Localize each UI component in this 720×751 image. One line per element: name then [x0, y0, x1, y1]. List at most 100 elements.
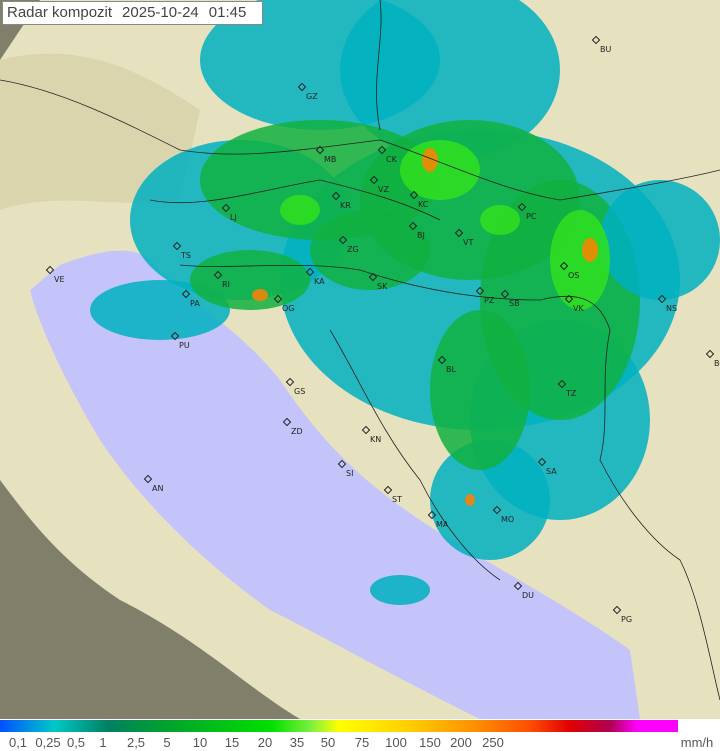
city-marker-icon [297, 82, 307, 92]
radar-echoes [90, 0, 720, 605]
city-gs: GS [285, 377, 305, 396]
scale-tick-label: 0,5 [66, 735, 86, 750]
city-ck: CK [377, 145, 398, 164]
borders [0, 0, 720, 701]
city-marker-icon [143, 474, 153, 484]
radar-echo [422, 148, 438, 172]
city-label: PA [190, 299, 200, 308]
city-label: PZ [484, 296, 495, 305]
city-du: DU [513, 581, 534, 600]
scale-tick-label: 5 [163, 735, 171, 750]
city-kn: KN [361, 425, 381, 444]
city-marker-icon [361, 425, 371, 435]
city-si: SI [337, 459, 353, 478]
city-pc: PC [517, 202, 537, 221]
radar-map: GZ MB CK VZ KR LJ KC PC TS ZG BJ VT OS NS RI KA SK PZ SB VK… [0, 0, 720, 719]
city-pu: PU [170, 331, 190, 350]
radar-echo [550, 210, 610, 310]
city-marker-icon [591, 35, 601, 45]
city-marker-icon [315, 145, 325, 155]
city-sa: SA [537, 457, 557, 476]
city-label: MO [501, 515, 514, 524]
radar-echo [430, 440, 550, 560]
radar-echo [252, 289, 268, 301]
city-an: AN [143, 474, 163, 493]
city-label: PC [526, 212, 537, 221]
city-zd: ZD [282, 417, 303, 436]
city-ts: TS [172, 241, 191, 260]
city-label: TS [180, 251, 191, 260]
scale-tick-label: 50 [320, 735, 336, 750]
city-label: VE [54, 275, 65, 284]
city-label: BG [714, 359, 720, 368]
city-marker-icon [331, 191, 341, 201]
city-label: NS [666, 304, 677, 313]
city-bl: BL [437, 355, 456, 374]
city-mb: MB [315, 145, 336, 164]
city-label: OG [282, 304, 295, 313]
city-label: PG [621, 615, 632, 624]
city-label: BJ [417, 231, 425, 240]
city-marker-icon [557, 379, 567, 389]
city-label: VZ [378, 185, 389, 194]
scale-tick-label: 0,1 [8, 735, 28, 750]
city-mo: MO [492, 505, 514, 524]
city-label: RI [222, 280, 230, 289]
city-label: KN [370, 435, 381, 444]
city-label: VT [463, 238, 473, 247]
scale-tick-label: 1 [99, 735, 107, 750]
city-vk: VK [564, 294, 584, 313]
city-bj: BJ [408, 221, 425, 240]
city-tz: TZ [557, 379, 577, 398]
scale-unit: mm/h [680, 735, 714, 750]
city-ns: NS [657, 294, 677, 313]
city-marker-icon [337, 459, 347, 469]
city-marker-icon [475, 286, 485, 296]
city-label: BL [446, 365, 456, 374]
city-marker-icon [409, 190, 419, 200]
city-label: ZD [291, 427, 303, 436]
city-label: ZG [347, 245, 359, 254]
scale-tick-label: 2,5 [126, 735, 146, 750]
city-marker-icon [427, 510, 437, 520]
city-label: VK [573, 304, 584, 313]
city-label: SI [346, 469, 353, 478]
scale-tick-label: 75 [354, 735, 370, 750]
city-label: KR [340, 201, 351, 210]
city-marker-icon [285, 377, 295, 387]
radar-echo [430, 310, 530, 470]
city-marker-icon [408, 221, 418, 231]
city-label: KA [314, 277, 325, 286]
city-label: BU [600, 45, 611, 54]
radar-echo [582, 238, 598, 262]
color-scale-ticks: 0,1 0,25 0,5 1 2,5 5 10 15 20 35 50 75 100 150 200 250 m… [0, 735, 720, 751]
city-marker-icon [273, 294, 283, 304]
city-marker-icon [213, 270, 223, 280]
city-label: ST [392, 495, 402, 504]
city-label: MA [436, 520, 449, 529]
city-label: CK [386, 155, 398, 164]
radar-echo [480, 205, 520, 235]
city-marker-icon [338, 235, 348, 245]
radar-echo [600, 180, 720, 300]
city-marker-icon [437, 355, 447, 365]
city-label: TZ [565, 389, 577, 398]
title-time: 01:45 [208, 4, 247, 21]
city-os: OS [559, 261, 579, 280]
city-marker-icon [559, 261, 569, 271]
city-sb: SB [500, 289, 520, 308]
scale-tick-label: 100 [385, 735, 407, 750]
city-labels: GZ MB CK VZ KR LJ KC PC TS ZG BJ VT OS NS RI KA SK PZ SB VK… [45, 35, 720, 624]
city-marker-icon [454, 228, 464, 238]
city-marker-icon [517, 202, 527, 212]
city-marker-icon [612, 605, 622, 615]
scale-tick-label: 200 [450, 735, 472, 750]
city-kr: KR [331, 191, 351, 210]
city-label: GS [294, 387, 305, 396]
scale-tick-label: 20 [257, 735, 273, 750]
scale-tick-label: 250 [482, 735, 504, 750]
city-label: PU [179, 341, 190, 350]
city-pz: PZ [475, 286, 495, 305]
color-scale-bar [0, 720, 678, 732]
city-marker-icon [369, 175, 379, 185]
